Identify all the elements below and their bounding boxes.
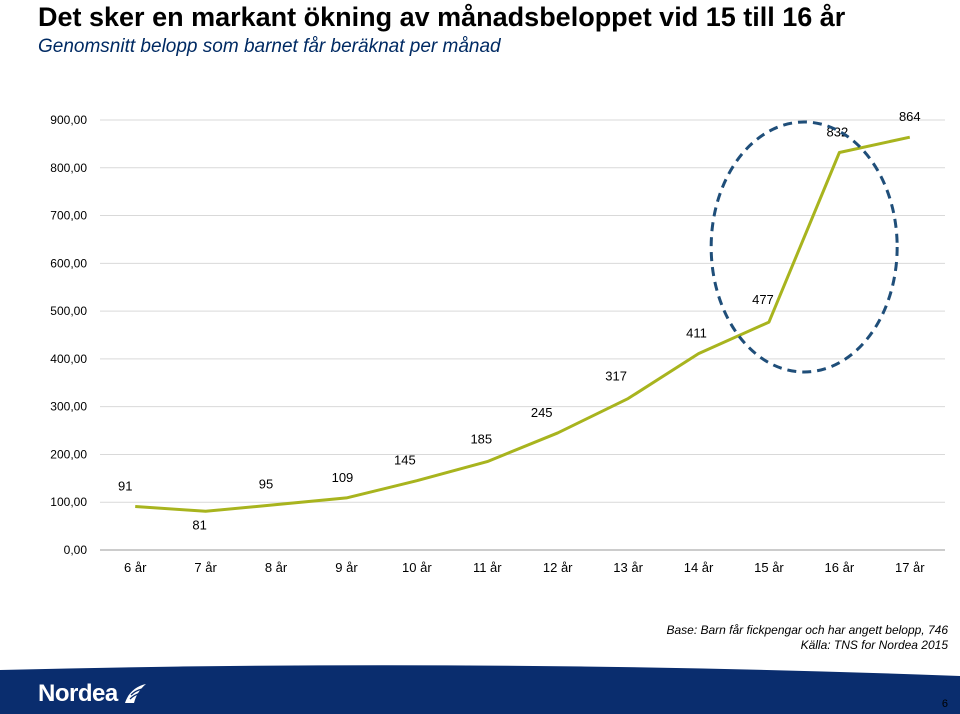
y-tick-label: 100,00 xyxy=(50,495,87,509)
x-tick-label: 13 år xyxy=(613,560,643,575)
data-label: 109 xyxy=(332,470,354,485)
slide-title: Det sker en markant ökning av månadsbelo… xyxy=(38,2,846,32)
y-tick-label: 300,00 xyxy=(50,400,87,414)
base-note: Base: Barn får fickpengar och har angett… xyxy=(666,623,948,637)
page-number: 6 xyxy=(941,698,948,710)
line-chart: 0,00 100,00 200,00 300,00 400,00 500,00 600,00… xyxy=(50,109,945,575)
source-note: Källa: TNS for Nordea 2015 xyxy=(800,638,948,652)
y-tick-label: 200,00 xyxy=(50,447,87,461)
x-tick-label: 11 år xyxy=(473,560,502,575)
x-tick-label: 16 år xyxy=(825,560,855,575)
y-tick-label: 500,00 xyxy=(50,304,87,318)
x-tick-label: 12 år xyxy=(543,560,573,575)
y-tick-label: 800,00 xyxy=(50,161,87,175)
data-label: 477 xyxy=(752,292,774,307)
x-tick-label: 10 år xyxy=(402,560,432,575)
series-line xyxy=(135,135,911,513)
x-tick-label: 17 år xyxy=(895,560,925,575)
x-tick-label: 14 år xyxy=(684,560,714,575)
y-tick-label: 600,00 xyxy=(50,256,87,270)
nordea-logo: Nordea xyxy=(38,680,148,708)
y-tick-label: 700,00 xyxy=(50,209,87,223)
footer-band xyxy=(0,665,960,714)
data-label: 245 xyxy=(531,405,553,420)
data-label: 185 xyxy=(470,432,492,447)
data-label: 145 xyxy=(394,453,416,468)
y-tick-label: 0,00 xyxy=(64,543,88,557)
x-tick-label: 8 år xyxy=(265,560,288,575)
x-tick-label: 6 år xyxy=(124,560,147,575)
x-tick-label: 15 år xyxy=(754,560,784,575)
highlight-ellipse xyxy=(709,120,899,374)
x-tick-label: 9 år xyxy=(335,560,358,575)
data-label: 864 xyxy=(899,109,921,124)
logo-text: Nordea xyxy=(38,680,118,707)
data-label: 91 xyxy=(118,479,132,494)
nordea-sail-icon xyxy=(124,684,146,703)
x-tick-label: 7 år xyxy=(194,560,217,575)
data-label: 95 xyxy=(259,477,273,492)
y-tick-label: 900,00 xyxy=(50,113,87,127)
y-tick-label: 400,00 xyxy=(50,352,87,366)
data-label: 81 xyxy=(192,517,206,532)
slide-subtitle: Genomsnitt belopp som barnet får beräkna… xyxy=(38,36,501,57)
data-label: 317 xyxy=(605,369,627,384)
data-label: 411 xyxy=(686,326,707,341)
